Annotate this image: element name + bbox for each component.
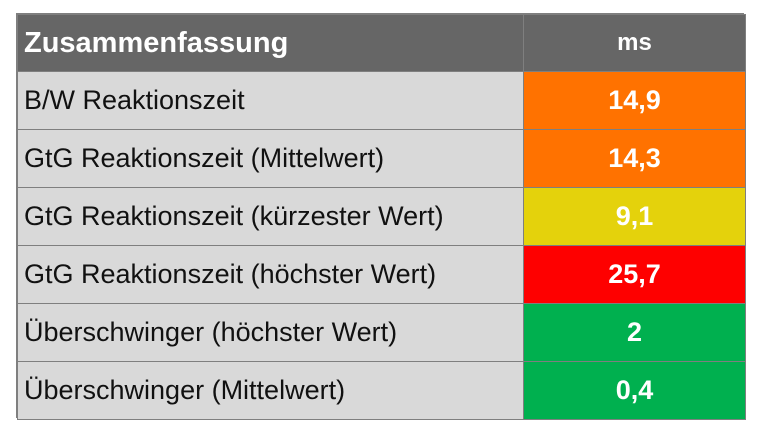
row-value: 9,1	[523, 187, 746, 246]
row-label: GtG Reaktionszeit (Mittelwert)	[17, 129, 524, 188]
row-label: Überschwinger (Mittelwert)	[17, 361, 524, 420]
header-unit: ms	[523, 14, 746, 72]
table-row: Überschwinger (Mittelwert) 0,4	[17, 361, 746, 420]
table-row: Überschwinger (höchster Wert) 2	[17, 303, 746, 362]
row-value: 25,7	[523, 245, 746, 304]
table-header-row: Zusammenfassung ms	[17, 14, 746, 72]
row-label: Überschwinger (höchster Wert)	[17, 303, 524, 362]
header-summary: Zusammenfassung	[17, 14, 524, 72]
summary-table-container: Zusammenfassung ms B/W Reaktionszeit 14,…	[16, 13, 746, 420]
table-row: GtG Reaktionszeit (höchster Wert) 25,7	[17, 245, 746, 304]
row-value: 14,3	[523, 129, 746, 188]
summary-table: Zusammenfassung ms B/W Reaktionszeit 14,…	[17, 14, 746, 420]
row-label: B/W Reaktionszeit	[17, 71, 524, 130]
row-value: 0,4	[523, 361, 746, 420]
table-row: B/W Reaktionszeit 14,9	[17, 71, 746, 130]
row-value: 14,9	[523, 71, 746, 130]
row-value: 2	[523, 303, 746, 362]
row-label: GtG Reaktionszeit (höchster Wert)	[17, 245, 524, 304]
table-row: GtG Reaktionszeit (Mittelwert) 14,3	[17, 129, 746, 188]
table-row: GtG Reaktionszeit (kürzester Wert) 9,1	[17, 187, 746, 246]
row-label: GtG Reaktionszeit (kürzester Wert)	[17, 187, 524, 246]
